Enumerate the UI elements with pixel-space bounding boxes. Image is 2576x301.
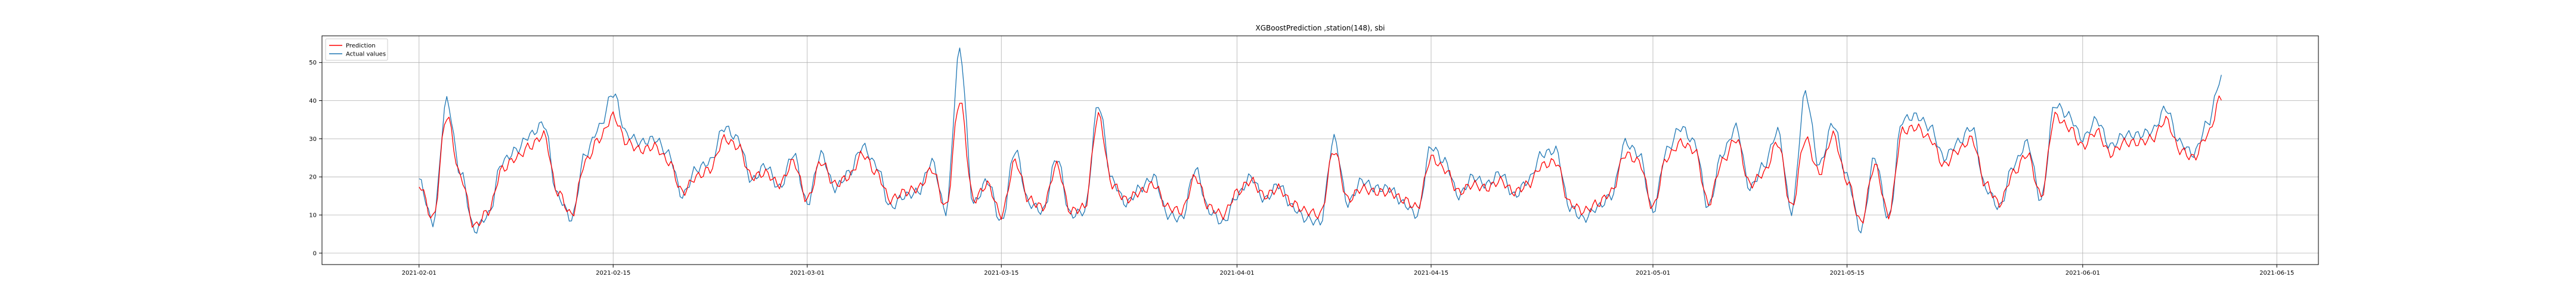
x-tick-label: 2021-05-01 xyxy=(1636,270,1670,277)
x-axis: 2021-02-01 2021-02-15 2021-03-01 2021-03-15… xyxy=(402,265,2294,277)
x-tick-label: 2021-03-01 xyxy=(790,270,825,277)
x-tick-label: 2021-02-15 xyxy=(596,270,630,277)
y-tick-label: 30 xyxy=(309,136,317,143)
legend-label: Actual values xyxy=(346,51,386,58)
series-line xyxy=(419,47,2222,234)
y-tick-label: 40 xyxy=(309,98,317,105)
legend-box xyxy=(325,38,388,61)
x-tick-label: 2021-03-15 xyxy=(984,270,1018,277)
y-axis: 0 10 20 30 40 50 xyxy=(309,60,322,257)
x-tick-label: 2021-06-01 xyxy=(2066,270,2100,277)
legend-label: Prediction xyxy=(346,43,376,50)
series-line xyxy=(419,95,2222,228)
axes-frame xyxy=(321,35,2319,265)
x-tick-label: 2021-04-01 xyxy=(1219,270,1254,277)
y-tick-label: 10 xyxy=(309,213,317,219)
x-tick-label: 2021-02-01 xyxy=(402,270,436,277)
series-lines xyxy=(419,47,2222,234)
x-tick-label: 2021-06-15 xyxy=(2259,270,2294,277)
grid xyxy=(322,36,2318,265)
y-tick-label: 20 xyxy=(309,174,317,181)
x-tick-label: 2021-05-15 xyxy=(1829,270,1864,277)
x-tick-label: 2021-04-15 xyxy=(1414,270,1448,277)
y-tick-label: 0 xyxy=(313,250,317,257)
chart-title: XGBoostPrediction ,station(148), sbi xyxy=(1255,24,1385,32)
y-tick-label: 50 xyxy=(309,60,317,66)
